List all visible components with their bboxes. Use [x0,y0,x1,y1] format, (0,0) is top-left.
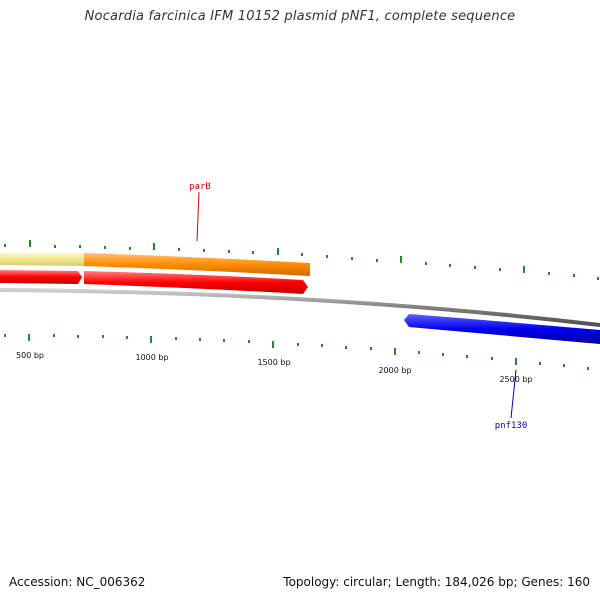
tick-labels: 500 bp 1000 bp 1500 bp 2000 bp 2500 bp [16,351,533,384]
tick-label-1500: 1500 bp [257,358,290,367]
orange-feature-arrow[interactable] [84,253,310,276]
pale-feature-arrow[interactable] [0,253,84,266]
red-feature-arrow-2[interactable] [84,271,308,294]
inner-tick-row [4,334,589,370]
gene-label-parb-group[interactable]: parB [189,182,211,242]
accession-text: Accession: NC_006362 [9,575,146,589]
topology-summary-text: Topology: circular; Length: 184,026 bp; … [283,575,590,589]
tick-label-2000: 2000 bp [378,366,411,375]
red-feature-arrow-1[interactable] [0,270,82,284]
plasmid-backbone [0,288,600,327]
tick-label-2500: 2500 bp [499,375,532,384]
map-title: Nocardia farcinica IFM 10152 plasmid pNF… [84,9,516,24]
blue-feature-arrow[interactable] [404,314,600,344]
gene-label-leader [510,369,517,419]
gene-label-parb[interactable]: parB [189,182,211,192]
gene-label-leader [196,191,200,242]
gene-label-pnf130[interactable]: pnf130 [495,421,528,431]
gene-label-pnf130-group[interactable]: pnf130 [495,369,528,431]
tick-label-500: 500 bp [16,351,44,360]
outer-tick-row [4,240,599,280]
tick-label-1000: 1000 bp [135,353,168,362]
